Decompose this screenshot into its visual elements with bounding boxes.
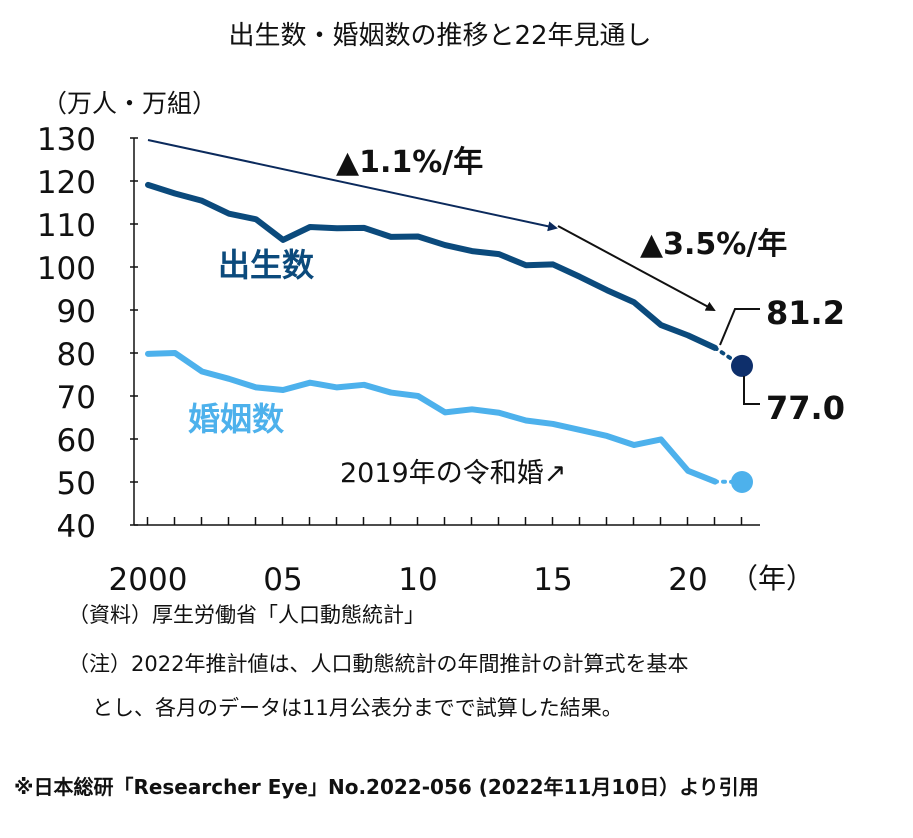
line-chart: 出生数・婚姻数の推移と22年見通し （万人・万組） 130 120 110 100 90… <box>37 21 845 598</box>
trend-arrow-2 <box>557 225 716 311</box>
callout-line-2022 <box>743 376 760 405</box>
footnote-line-1: （注）2022年推計値は、人口動態統計の年間推計の計算式を基本 <box>68 652 689 676</box>
series-label-marriages: 婚姻数 <box>188 400 285 438</box>
callout-line-2021 <box>719 308 760 346</box>
x-tick-label: 10 <box>398 562 437 598</box>
x-tick-label: 05 <box>263 562 302 598</box>
y-tick-label: 130 <box>37 122 96 158</box>
x-axis-ticks: 2000 05 10 15 20 <box>109 517 743 598</box>
value-label-2022: 77.0 <box>766 389 845 427</box>
x-axis-unit-label: （年） <box>730 562 814 595</box>
y-axis-unit-label: （万人・万組） <box>42 89 217 118</box>
value-label-2021: 81.2 <box>766 294 845 332</box>
y-tick-label: 60 <box>57 423 96 459</box>
y-tick-label: 90 <box>57 294 96 330</box>
y-axis-ticks: 130 120 110 100 90 80 70 60 50 40 <box>37 122 138 545</box>
series-line-births <box>145 181 718 351</box>
chart-title: 出生数・婚姻数の推移と22年見通し <box>228 21 651 51</box>
y-tick-label: 40 <box>57 509 96 545</box>
y-tick-label: 70 <box>57 380 96 416</box>
reiwa-annotation: 2019年の令和婚↗ <box>340 458 566 489</box>
series-line-marriages <box>145 350 718 485</box>
y-tick-label: 110 <box>37 208 96 244</box>
series-layer <box>145 181 753 493</box>
source-note: （資料）厚生労働省「人口動態統計」 <box>68 603 425 627</box>
trend-label-2: ▲3.5%/年 <box>640 227 787 262</box>
citation-credit: ※日本総研「Researcher Eye」No.2022-056 (2022年1… <box>14 775 759 799</box>
trend-label-1: ▲1.1%/年 <box>336 145 483 180</box>
y-tick-label: 80 <box>57 337 96 373</box>
footnote-line-2: とし、各月のデータは11月公表分までで試算した結果。 <box>92 696 623 720</box>
y-tick-label: 50 <box>57 466 96 502</box>
trend-arrow-1 <box>147 139 558 232</box>
x-tick-label: 2000 <box>109 562 188 598</box>
series-label-births: 出生数 <box>218 246 315 284</box>
forecast-point-marriages <box>731 471 753 493</box>
y-tick-label: 120 <box>37 165 96 201</box>
x-tick-label: 20 <box>668 562 707 598</box>
forecast-point-births <box>731 354 753 377</box>
y-tick-label: 100 <box>37 251 96 287</box>
x-tick-label: 15 <box>533 562 572 598</box>
